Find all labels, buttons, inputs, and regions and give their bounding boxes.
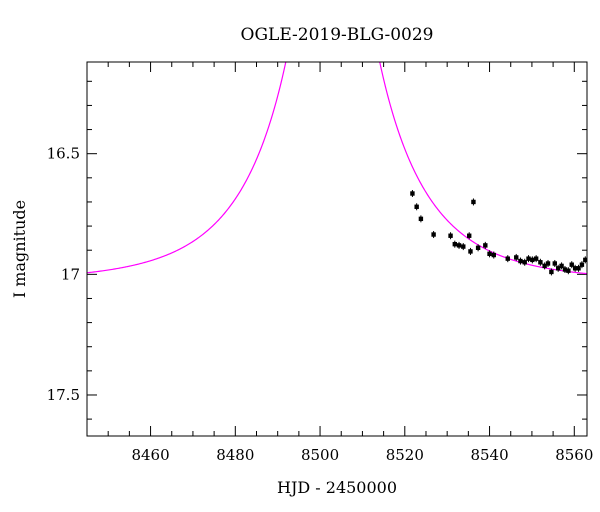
data-point — [483, 241, 488, 249]
point-marker — [414, 204, 419, 209]
point-marker — [522, 260, 527, 265]
x-axis-label: HJD - 2450000 — [277, 478, 397, 497]
data-point — [579, 261, 585, 269]
data-point — [572, 264, 578, 272]
y-tick-label: 17.5 — [47, 386, 80, 404]
data-point — [471, 198, 476, 206]
data-point — [559, 262, 564, 270]
data-point — [526, 255, 531, 263]
point-marker — [538, 260, 543, 265]
x-tick-label: 8540 — [470, 446, 508, 464]
point-marker — [526, 256, 531, 261]
x-tick-label: 8560 — [555, 446, 593, 464]
point-marker — [471, 199, 476, 205]
data-point — [414, 203, 419, 211]
point-marker — [545, 261, 551, 266]
point-marker — [542, 263, 547, 269]
data-point — [583, 256, 587, 264]
point-marker — [579, 262, 585, 267]
point-marker — [487, 251, 492, 257]
axis-tick-labels: 8460 8480 8500 8520 8540 8560 16.5 17 17.5 — [47, 145, 594, 464]
data-point — [410, 190, 415, 198]
chart-title: OGLE-2019-BLG-0029 — [241, 25, 434, 45]
point-marker — [562, 267, 568, 272]
y-tick-label: 17 — [61, 265, 80, 283]
x-tick-label: 8520 — [386, 446, 424, 464]
point-marker — [533, 256, 539, 261]
data-point — [542, 262, 547, 270]
point-marker — [505, 256, 510, 261]
point-marker — [555, 266, 561, 271]
axis-ticks — [87, 62, 587, 436]
point-marker — [448, 233, 453, 238]
plot-frame — [86, 61, 588, 437]
data-point — [452, 240, 457, 248]
x-tick-label: 8460 — [131, 446, 169, 464]
data-point — [566, 267, 571, 275]
data-point — [569, 261, 574, 269]
point-marker — [456, 243, 462, 248]
data-points — [410, 190, 587, 276]
data-point — [533, 255, 539, 263]
point-marker — [452, 241, 457, 247]
point-marker — [530, 257, 535, 263]
data-point — [562, 266, 568, 274]
data-point — [555, 264, 561, 272]
point-marker — [569, 262, 574, 267]
point-marker — [583, 257, 587, 263]
point-marker — [514, 255, 519, 260]
data-point — [505, 255, 510, 263]
data-point — [467, 232, 472, 240]
data-point — [522, 258, 527, 266]
data-point — [491, 251, 496, 259]
data-point — [518, 257, 523, 265]
point-marker — [475, 245, 481, 250]
data-point — [514, 253, 519, 261]
point-marker — [431, 232, 436, 237]
data-point — [461, 243, 466, 251]
point-marker — [576, 266, 581, 271]
point-marker — [566, 268, 571, 273]
data-point — [530, 256, 535, 264]
model-curve — [87, 62, 587, 275]
data-point — [576, 264, 581, 272]
point-marker — [467, 233, 472, 238]
point-marker — [410, 191, 415, 196]
data-point — [456, 241, 462, 249]
point-marker — [549, 269, 554, 275]
point-marker — [491, 252, 496, 258]
data-point — [552, 259, 557, 267]
point-marker — [572, 266, 578, 271]
x-tick-label: 8500 — [301, 446, 339, 464]
data-point — [448, 232, 453, 240]
y-axis-label: I magnitude — [10, 200, 29, 298]
data-point — [538, 258, 543, 266]
data-point — [549, 268, 554, 276]
point-marker — [468, 249, 473, 254]
data-point — [545, 259, 551, 267]
point-marker — [518, 258, 523, 264]
data-point — [431, 231, 436, 239]
point-marker — [552, 261, 557, 266]
y-tick-label: 16.5 — [47, 145, 80, 163]
point-marker — [559, 263, 564, 269]
point-marker — [461, 244, 466, 249]
point-marker — [483, 243, 488, 248]
data-point — [468, 247, 473, 255]
data-point — [418, 215, 424, 223]
data-point — [475, 244, 481, 252]
data-point — [487, 250, 492, 258]
x-tick-label: 8480 — [216, 446, 254, 464]
point-marker — [418, 216, 424, 222]
